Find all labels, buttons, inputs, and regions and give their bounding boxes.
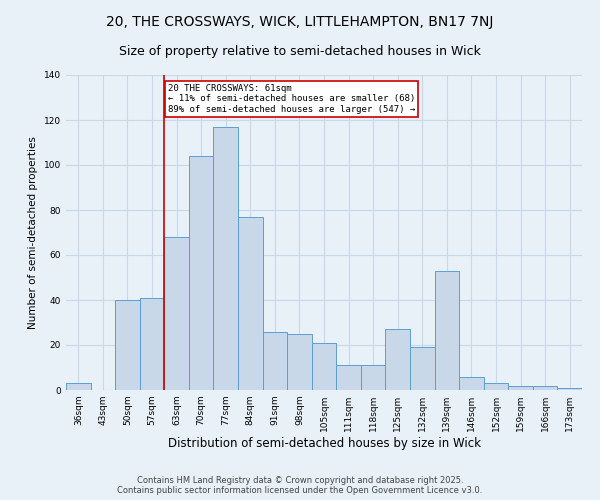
X-axis label: Distribution of semi-detached houses by size in Wick: Distribution of semi-detached houses by …: [167, 437, 481, 450]
Bar: [189, 156, 214, 390]
Bar: [164, 237, 189, 390]
Bar: [287, 334, 312, 390]
Bar: [336, 365, 361, 390]
Bar: [361, 365, 385, 390]
Bar: [410, 347, 434, 390]
Text: 20 THE CROSSWAYS: 61sqm
← 11% of semi-detached houses are smaller (68)
89% of se: 20 THE CROSSWAYS: 61sqm ← 11% of semi-de…: [168, 84, 415, 114]
Bar: [533, 386, 557, 390]
Bar: [214, 126, 238, 390]
Bar: [385, 329, 410, 390]
Bar: [312, 343, 336, 390]
Text: 20, THE CROSSWAYS, WICK, LITTLEHAMPTON, BN17 7NJ: 20, THE CROSSWAYS, WICK, LITTLEHAMPTON, …: [106, 15, 494, 29]
Bar: [263, 332, 287, 390]
Bar: [557, 388, 582, 390]
Bar: [140, 298, 164, 390]
Bar: [66, 383, 91, 390]
Bar: [459, 376, 484, 390]
Text: Contains HM Land Registry data © Crown copyright and database right 2025.
Contai: Contains HM Land Registry data © Crown c…: [118, 476, 482, 495]
Bar: [484, 383, 508, 390]
Bar: [434, 271, 459, 390]
Bar: [238, 217, 263, 390]
Y-axis label: Number of semi-detached properties: Number of semi-detached properties: [28, 136, 38, 329]
Text: Size of property relative to semi-detached houses in Wick: Size of property relative to semi-detach…: [119, 45, 481, 58]
Bar: [115, 300, 140, 390]
Bar: [508, 386, 533, 390]
